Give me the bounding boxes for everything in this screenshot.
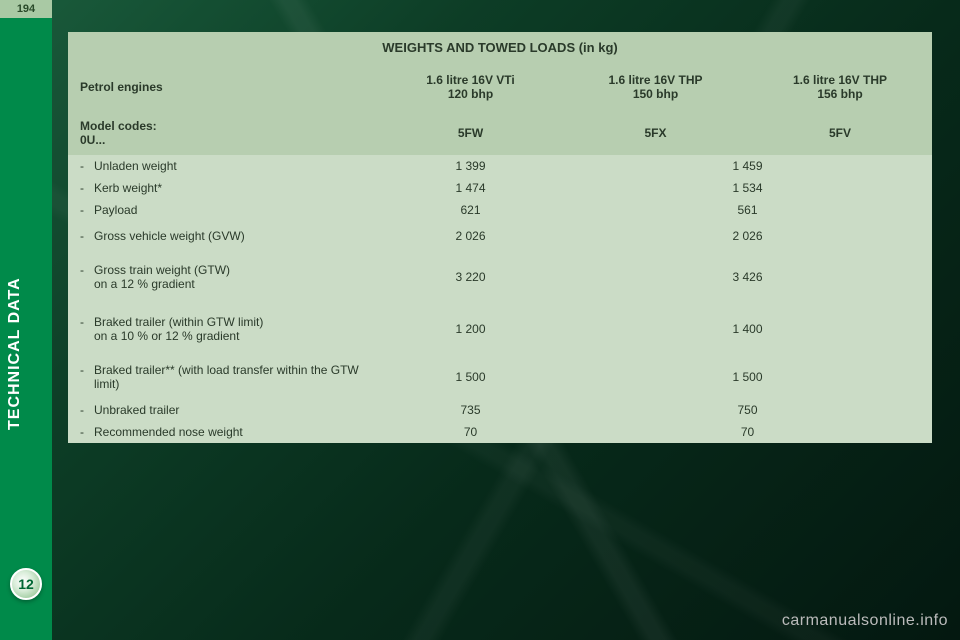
row-label: -Braked trailer** (with load transfer wi… xyxy=(68,355,378,399)
row-value-a: 735 xyxy=(378,399,563,421)
row-label-text: Payload xyxy=(94,203,372,217)
engine-col-0: 1.6 litre 16V VTi120 bhp xyxy=(378,63,563,111)
row-label-text: Gross vehicle weight (GVW) xyxy=(94,229,372,243)
row-label: -Recommended nose weight xyxy=(68,421,378,443)
table-row: -Unbraked trailer735750 xyxy=(68,399,932,421)
chapter-badge: 12 xyxy=(10,568,42,600)
engine-header-row: Petrol engines 1.6 litre 16V VTi120 bhp … xyxy=(68,63,932,111)
row-label: -Payload xyxy=(68,199,378,221)
engine-header-label: Petrol engines xyxy=(68,63,378,111)
row-value-a: 1 200 xyxy=(378,303,563,355)
row-value-bc: 70 xyxy=(563,421,932,443)
row-value-bc: 1 459 xyxy=(563,155,932,177)
row-value-a: 1 399 xyxy=(378,155,563,177)
row-label-text: Recommended nose weight xyxy=(94,425,372,439)
row-value-a: 621 xyxy=(378,199,563,221)
row-label-text: Gross train weight (GTW)on a 12 % gradie… xyxy=(94,263,372,291)
row-label: -Unbraked trailer xyxy=(68,399,378,421)
weights-table: WEIGHTS AND TOWED LOADS (in kg) Petrol e… xyxy=(68,32,932,443)
content-area: WEIGHTS AND TOWED LOADS (in kg) Petrol e… xyxy=(68,32,932,443)
table-row: -Braked trailer (within GTW limit)on a 1… xyxy=(68,303,932,355)
row-label-text: Unbraked trailer xyxy=(94,403,372,417)
model-code-row: Model codes:0U... 5FW 5FX 5FV xyxy=(68,111,932,155)
section-label: TECHNICAL DATA xyxy=(6,277,24,430)
table-row: -Braked trailer** (with load transfer wi… xyxy=(68,355,932,399)
row-value-bc: 2 026 xyxy=(563,221,932,251)
model-code-1: 5FX xyxy=(563,111,748,155)
row-dash: - xyxy=(80,263,84,291)
page-number: 194 xyxy=(0,0,52,18)
row-dash: - xyxy=(80,425,84,439)
row-label: -Unladen weight xyxy=(68,155,378,177)
row-value-bc: 561 xyxy=(563,199,932,221)
table-title: WEIGHTS AND TOWED LOADS (in kg) xyxy=(68,32,932,63)
row-dash: - xyxy=(80,203,84,217)
row-label-text: Kerb weight* xyxy=(94,181,372,195)
row-value-a: 2 026 xyxy=(378,221,563,251)
model-code-label: Model codes:0U... xyxy=(68,111,378,155)
table-row: -Payload621561 xyxy=(68,199,932,221)
row-dash: - xyxy=(80,403,84,417)
row-dash: - xyxy=(80,363,84,391)
row-dash: - xyxy=(80,229,84,243)
engine-col-2: 1.6 litre 16V THP156 bhp xyxy=(748,63,932,111)
table-row: -Gross train weight (GTW)on a 12 % gradi… xyxy=(68,251,932,303)
row-value-a: 1 474 xyxy=(378,177,563,199)
model-code-2: 5FV xyxy=(748,111,932,155)
table-row: -Gross vehicle weight (GVW)2 0262 026 xyxy=(68,221,932,251)
row-value-a: 1 500 xyxy=(378,355,563,399)
row-label: -Gross vehicle weight (GVW) xyxy=(68,221,378,251)
row-label: -Kerb weight* xyxy=(68,177,378,199)
table-row: -Kerb weight*1 4741 534 xyxy=(68,177,932,199)
row-dash: - xyxy=(80,315,84,343)
row-dash: - xyxy=(80,181,84,195)
row-label-text: Braked trailer** (with load transfer wit… xyxy=(94,363,372,391)
row-label-text: Unladen weight xyxy=(94,159,372,173)
row-label: -Gross train weight (GTW)on a 12 % gradi… xyxy=(68,251,378,303)
row-value-a: 70 xyxy=(378,421,563,443)
row-value-bc: 1 400 xyxy=(563,303,932,355)
row-label-text: Braked trailer (within GTW limit)on a 10… xyxy=(94,315,372,343)
watermark: carmanualsonline.info xyxy=(782,612,948,630)
row-value-bc: 3 426 xyxy=(563,251,932,303)
row-value-bc: 1 534 xyxy=(563,177,932,199)
row-value-a: 3 220 xyxy=(378,251,563,303)
engine-col-1: 1.6 litre 16V THP150 bhp xyxy=(563,63,748,111)
row-label: -Braked trailer (within GTW limit)on a 1… xyxy=(68,303,378,355)
row-dash: - xyxy=(80,159,84,173)
model-code-0: 5FW xyxy=(378,111,563,155)
row-value-bc: 750 xyxy=(563,399,932,421)
table-row: -Unladen weight1 3991 459 xyxy=(68,155,932,177)
row-value-bc: 1 500 xyxy=(563,355,932,399)
table-row: -Recommended nose weight7070 xyxy=(68,421,932,443)
table-title-row: WEIGHTS AND TOWED LOADS (in kg) xyxy=(68,32,932,63)
